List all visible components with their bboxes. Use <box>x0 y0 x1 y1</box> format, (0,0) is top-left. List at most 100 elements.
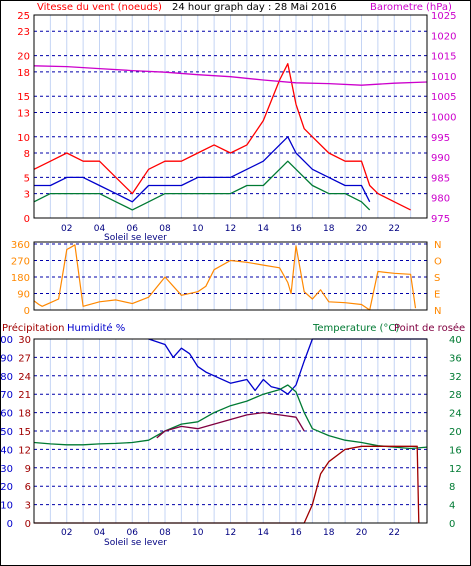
x-tick-label: 20 <box>356 528 368 538</box>
direction-tick-label: 360 <box>11 240 30 251</box>
sunrise-label: Soleil se lever <box>104 233 167 243</box>
wind-tick-label: 25 <box>17 11 30 22</box>
x-tick-label: 08 <box>159 528 171 538</box>
wind-tick-label: 0 <box>24 214 30 225</box>
direction-grid <box>34 242 427 311</box>
direction-tick-label: 0 <box>24 306 30 317</box>
wind-tick-label: 8 <box>24 149 30 160</box>
humidity-tick-label: 90 <box>0 353 13 364</box>
pressure-tick-label: 990 <box>431 153 450 164</box>
humidity-temperature-panel: Précipitation Humidité % Temperature (°C… <box>0 322 465 548</box>
x-tick-label: 12 <box>225 528 236 538</box>
x-tick-label: 12 <box>225 224 236 234</box>
series-point-de-ros-e <box>156 411 305 439</box>
pressure-tick-label: 975 <box>431 214 450 225</box>
pressure-axis-title: Barometre (hPa) <box>370 2 452 13</box>
direction-tick-label: 90 <box>17 290 30 301</box>
x-tick-label: 16 <box>290 528 302 538</box>
humidity-tick-label: 70 <box>0 390 13 401</box>
x-tick-label: 02 <box>61 224 72 234</box>
pressure-tick-label: 985 <box>431 173 450 184</box>
precip-tick-label: 3 <box>25 501 31 512</box>
compass-label: N <box>434 306 441 317</box>
wind-axis-title: Vitesse du vent (noeuds) <box>37 2 162 13</box>
pressure-tick-label: 1025 <box>431 11 456 22</box>
temperature-tick-label: 40 <box>449 335 462 346</box>
humidity-tick-label: 80 <box>0 372 13 383</box>
wind-tick-label: 10 <box>17 133 30 144</box>
humidity-tick-label: 10 <box>0 501 13 512</box>
wind-tick-label: 13 <box>17 108 30 119</box>
series-vitesse-moyenne <box>33 160 371 211</box>
pressure-tick-label: 1010 <box>431 72 456 83</box>
wind-tick-label: 3 <box>24 190 30 201</box>
pressure-tick-label: 1015 <box>431 52 456 63</box>
x-tick-label: 14 <box>258 528 270 538</box>
direction-ticks: 0 90 180 270 360 <box>11 240 30 317</box>
temperature-tick-label: 32 <box>449 372 462 383</box>
precip-axis-title: Précipitation <box>2 322 65 334</box>
temperature-ticks: 0 4 8 12 16 20 24 28 32 36 40 <box>449 335 462 530</box>
wind-tick-label: 18 <box>17 68 30 79</box>
series-barometre-hpa- <box>33 65 428 86</box>
precip-tick-label: 21 <box>18 390 31 401</box>
temperature-tick-label: 12 <box>449 464 462 475</box>
series-vitesse-du-vent-noeuds- <box>33 63 411 211</box>
pressure-tick-label: 1005 <box>431 92 456 103</box>
wind-tick-label: 5 <box>24 173 30 184</box>
humidity-tick-label: 30 <box>0 464 13 475</box>
series-rafale <box>34 136 371 203</box>
wind-pressure-panel: Vitesse du vent (noeuds) 24 hour graph d… <box>17 2 456 243</box>
humidity-plot-frame <box>33 338 428 524</box>
wind-tick-label: 23 <box>17 27 30 38</box>
temperature-tick-label: 8 <box>449 482 455 493</box>
sunrise-label-bottom: Soleil se lever <box>104 538 167 548</box>
wind-grid <box>34 14 427 219</box>
series-temperature-c- <box>33 384 428 450</box>
x-tick-label: 10 <box>192 224 204 234</box>
x-tick-label: 02 <box>61 528 72 538</box>
x-tick-label: 18 <box>323 528 335 538</box>
wind-plot-frame <box>33 14 428 219</box>
temperature-tick-label: 0 <box>449 519 455 530</box>
x-tick-label: 18 <box>323 224 335 234</box>
x-tick-label: 06 <box>127 528 139 538</box>
humidity-tick-label: 100 <box>0 335 13 346</box>
temperature-tick-label: 16 <box>449 445 462 456</box>
x-tick-label: 10 <box>192 528 204 538</box>
series-wind-direction <box>33 244 417 311</box>
temperature-tick-label: 4 <box>449 501 455 512</box>
temperature-tick-label: 24 <box>449 409 462 420</box>
direction-tick-label: 180 <box>11 273 30 284</box>
pressure-tick-label: 995 <box>431 133 450 144</box>
compass-label: O <box>434 257 442 268</box>
x-tick-label: 22 <box>389 224 400 234</box>
temperature-tick-label: 28 <box>449 390 462 401</box>
humidity-axis-title: Humidité % <box>67 322 125 334</box>
x-tick-label: 06 <box>127 224 139 234</box>
x-tick-label: 04 <box>94 224 106 234</box>
direction-series <box>33 244 417 311</box>
temperature-axis-title: Temperature (°C) <box>312 323 399 334</box>
x-tick-label: 20 <box>356 224 368 234</box>
compass-label: E <box>434 290 440 301</box>
precip-tick-label: 0 <box>25 519 31 530</box>
precip-tick-label: 27 <box>18 353 31 364</box>
humidity-grid <box>34 338 427 524</box>
x-tick-label: 16 <box>290 224 302 234</box>
precip-tick-label: 15 <box>18 427 31 438</box>
wind-x-ticks: 02 04 06 08 10 12 14 16 18 20 22 <box>61 224 400 234</box>
direction-plot-frame <box>33 241 428 311</box>
temperature-tick-label: 20 <box>449 427 462 438</box>
pressure-tick-label: 1020 <box>431 31 456 42</box>
x-tick-label: 14 <box>258 224 270 234</box>
humidity-ticks: 0 10 20 30 40 50 60 70 80 90 100 0 3 6 9 12 15 18 21 24 27 30 <box>0 335 31 530</box>
precip-tick-label: 6 <box>25 482 31 493</box>
humidity-tick-label: 0 <box>7 519 13 530</box>
precip-tick-label: 12 <box>18 445 31 456</box>
compass-label: N <box>434 240 441 251</box>
wind-tick-label: 15 <box>17 92 30 103</box>
x-tick-label: 04 <box>94 528 106 538</box>
